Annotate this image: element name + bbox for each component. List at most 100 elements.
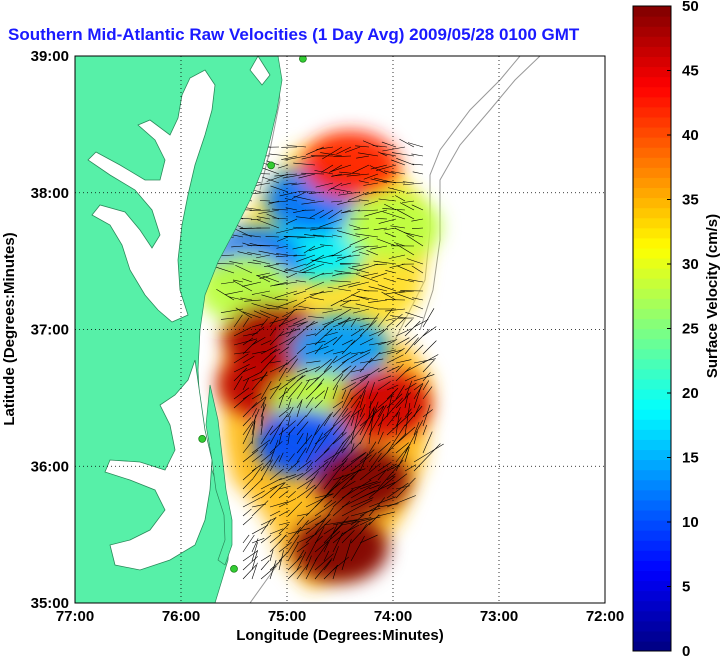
velocity-vector	[278, 362, 288, 373]
colorbar-step	[633, 388, 671, 400]
velocity-vector	[355, 233, 379, 238]
colorbar-step	[633, 419, 671, 430]
velocity-vector	[260, 560, 270, 571]
velocity-vector	[368, 476, 396, 499]
colorbar-step	[633, 620, 671, 632]
velocity-vector	[260, 402, 265, 427]
colorbar-step	[633, 519, 671, 531]
velocity-vector	[332, 368, 348, 382]
velocity-vector	[305, 408, 313, 418]
velocity-vector	[368, 329, 384, 337]
velocity-vector	[413, 384, 424, 400]
velocity-vector	[269, 528, 284, 535]
velocity-vector	[220, 308, 244, 313]
velocity-vector	[332, 489, 354, 508]
velocity-vector	[309, 227, 325, 231]
velocity-vector	[332, 414, 350, 436]
velocity-vector	[251, 350, 266, 355]
velocity-vector	[339, 171, 361, 175]
velocity-vector	[293, 308, 307, 311]
velocity-vector	[305, 360, 321, 364]
velocity-vector	[296, 549, 305, 562]
velocity-vector	[278, 498, 297, 508]
velocity-vector	[278, 551, 289, 562]
y-tick-label: 37:00	[31, 322, 69, 339]
velocity-vector	[247, 245, 271, 247]
velocity-vector	[350, 514, 365, 526]
velocity-vector	[350, 376, 369, 391]
velocity-vector	[242, 337, 254, 346]
velocity-vector	[309, 209, 325, 219]
velocity-vector	[273, 281, 298, 286]
velocity-vector	[278, 406, 292, 418]
velocity-vector	[413, 304, 424, 310]
velocity-vector	[298, 173, 316, 179]
velocity-vector	[382, 211, 406, 220]
radar-station	[230, 564, 238, 573]
velocity-vector	[242, 371, 263, 382]
velocity-vector	[287, 472, 304, 481]
velocity-vector	[287, 370, 308, 382]
colorbar-step	[633, 540, 671, 551]
velocity-vector	[387, 187, 406, 193]
velocity-vector	[342, 306, 361, 310]
velocity-vector	[413, 431, 418, 445]
velocity-vector	[370, 245, 388, 250]
velocity-vector	[319, 218, 343, 228]
velocity-vector	[404, 337, 419, 355]
velocity-vector	[381, 291, 397, 301]
velocity-vector	[359, 449, 375, 463]
colorbar-step	[633, 268, 671, 279]
velocity-vector	[251, 420, 256, 445]
velocity-vector	[337, 230, 361, 238]
velocity-vector	[305, 321, 318, 328]
velocity-vector	[398, 290, 415, 293]
velocity-vector	[359, 320, 377, 337]
velocity-vector	[296, 346, 307, 355]
velocity-vector	[286, 218, 298, 225]
velocity-vector	[336, 146, 352, 155]
velocity-vector	[270, 281, 289, 287]
velocity-vector	[422, 424, 427, 436]
velocity-vector	[216, 288, 235, 301]
colorbar-step	[633, 247, 671, 259]
colorbar-step	[633, 257, 671, 269]
velocity-vector	[327, 286, 352, 292]
velocity-vector	[278, 309, 295, 328]
velocity-vector	[303, 245, 316, 254]
colorbar-step	[633, 560, 671, 571]
velocity-vector	[386, 338, 398, 346]
velocity-vector	[359, 408, 378, 445]
velocity-vector	[260, 443, 268, 454]
velocity-vector	[386, 411, 399, 427]
velocity-vector	[257, 219, 280, 229]
velocity-vector	[332, 523, 343, 535]
velocity-vector	[260, 459, 273, 481]
velocity-vector	[377, 413, 385, 436]
velocity-vector	[335, 254, 352, 263]
velocity-vector	[332, 517, 372, 526]
velocity-vector	[242, 339, 258, 355]
velocity-vector	[341, 365, 352, 373]
velocity-vector	[278, 550, 284, 571]
velocity-vector	[413, 319, 429, 328]
velocity-vector	[305, 461, 329, 481]
velocity-vector	[314, 344, 323, 355]
velocity-vector	[395, 363, 404, 373]
velocity-vector	[287, 415, 291, 427]
velocity-vector	[402, 182, 424, 186]
velocity-vector	[404, 464, 417, 472]
velocity-vector	[386, 495, 416, 508]
velocity-vector	[275, 254, 298, 258]
velocity-vector	[251, 323, 264, 328]
velocity-vector	[377, 366, 388, 373]
velocity-vector	[351, 245, 370, 253]
velocity-vector	[383, 277, 397, 283]
velocity-vector	[411, 265, 424, 274]
velocity-vector	[328, 254, 343, 257]
velocity-vector	[368, 286, 388, 292]
velocity-vector	[332, 532, 343, 553]
velocity-vector	[377, 349, 396, 355]
velocity-vector	[256, 216, 271, 220]
velocity-vector	[350, 508, 381, 517]
